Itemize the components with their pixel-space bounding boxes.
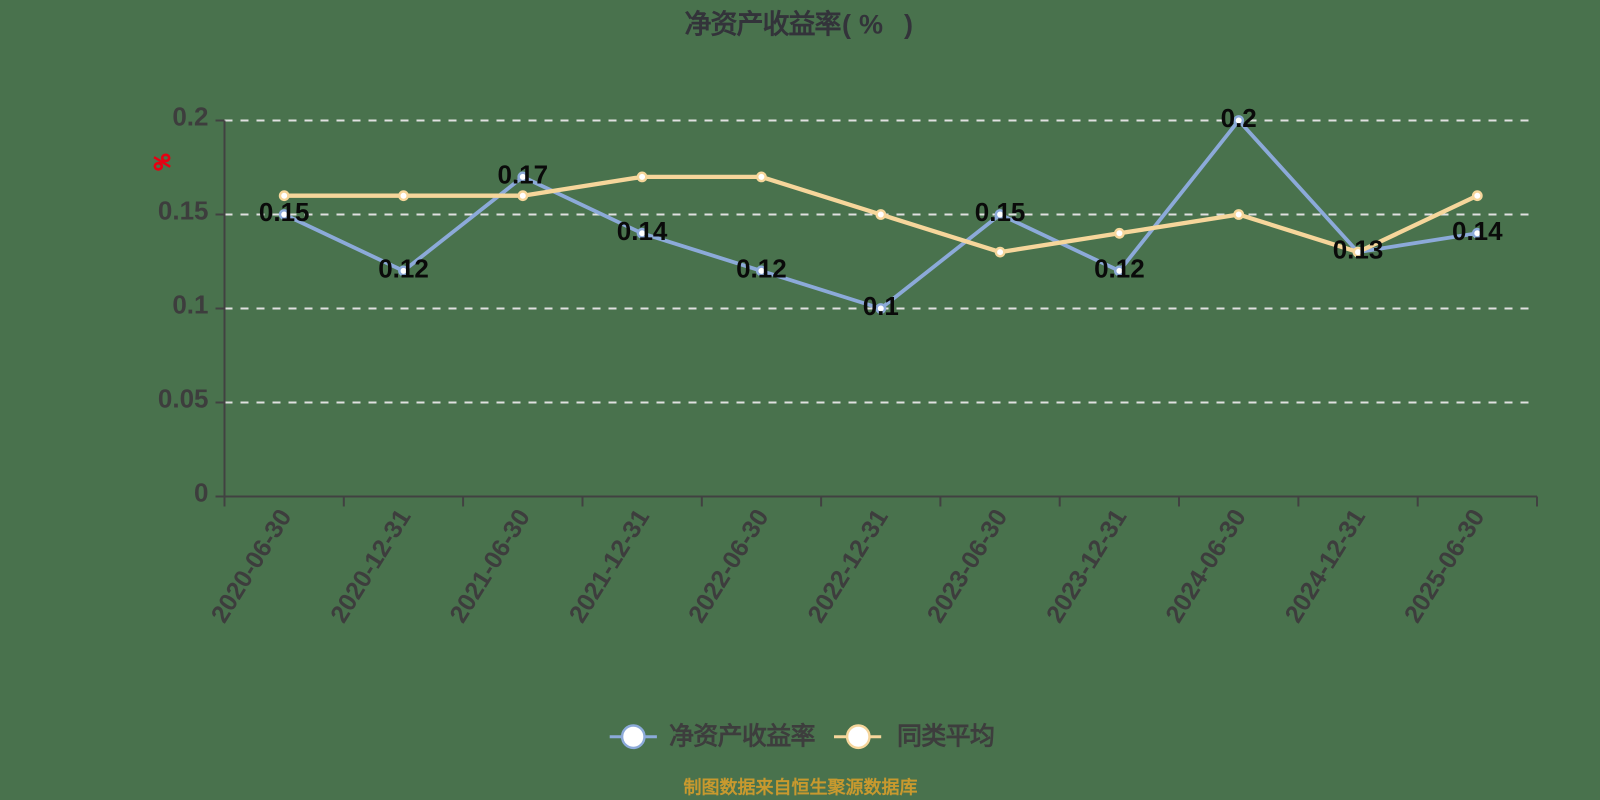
svg-text:0.12: 0.12 bbox=[378, 253, 429, 283]
svg-text:同类平均: 同类平均 bbox=[897, 723, 994, 751]
svg-text:0.05: 0.05 bbox=[158, 384, 209, 414]
svg-text:0.2: 0.2 bbox=[172, 102, 208, 132]
svg-text:0.15: 0.15 bbox=[975, 197, 1026, 227]
svg-text:0.14: 0.14 bbox=[617, 216, 668, 246]
svg-text:0.17: 0.17 bbox=[497, 159, 548, 189]
svg-text:0.2: 0.2 bbox=[1221, 103, 1257, 133]
svg-text:0.13: 0.13 bbox=[1333, 235, 1384, 265]
svg-text:0.12: 0.12 bbox=[736, 253, 787, 283]
svg-text:净资产收益率: 净资产收益率 bbox=[669, 722, 816, 751]
svg-text:0.14: 0.14 bbox=[1452, 216, 1503, 246]
svg-text:%: % bbox=[859, 10, 883, 40]
svg-text:(: ( bbox=[842, 10, 851, 40]
svg-text:0.12: 0.12 bbox=[1094, 253, 1145, 283]
svg-text:0.1: 0.1 bbox=[863, 291, 899, 321]
svg-text:0.15: 0.15 bbox=[259, 197, 310, 227]
svg-text:0: 0 bbox=[194, 478, 208, 508]
svg-text:): ) bbox=[904, 10, 913, 40]
svg-text:0.1: 0.1 bbox=[172, 290, 208, 320]
svg-text:0.15: 0.15 bbox=[158, 196, 209, 226]
svg-text:制图数据来自恒生聚源数据库: 制图数据来自恒生聚源数据库 bbox=[684, 777, 918, 798]
svg-text:净资产收益率: 净资产收益率 bbox=[685, 9, 842, 40]
